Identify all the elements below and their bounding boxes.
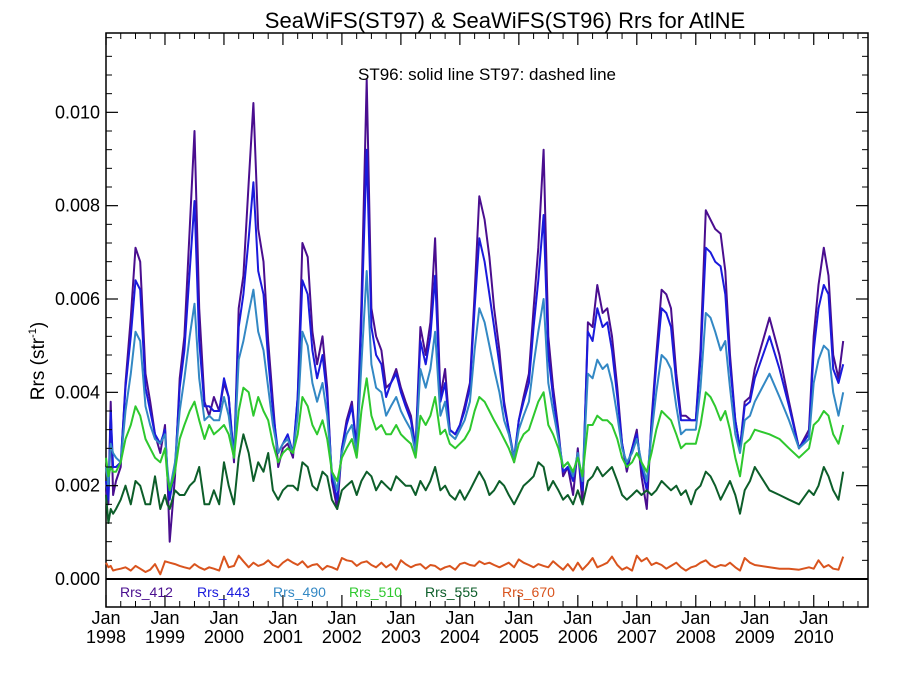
series-line-rrs-443 bbox=[105, 148, 845, 501]
x-tick-month-label: Jan bbox=[209, 608, 238, 628]
x-tick-month-label: Jan bbox=[740, 608, 769, 628]
x-tick-year-label: 2003 bbox=[381, 627, 421, 647]
legend-entry-rrs-510: Rrs_510 bbox=[349, 584, 402, 600]
x-tick-month-label: Jan bbox=[386, 608, 415, 628]
y-tick-label: 0.004 bbox=[55, 382, 100, 402]
line-style-annotation: ST96: solid line ST97: dashed line bbox=[358, 65, 616, 84]
y-tick-label: 0.006 bbox=[55, 289, 100, 309]
x-tick-month-label: Jan bbox=[799, 608, 828, 628]
x-tick-year-label: 2001 bbox=[263, 627, 303, 647]
x-tick-month-label: Jan bbox=[622, 608, 651, 628]
series-line-rrs-555 bbox=[105, 433, 845, 524]
x-tick-year-label: 2008 bbox=[676, 627, 716, 647]
x-tick-month-label: Jan bbox=[327, 608, 356, 628]
y-tick-label: 0.008 bbox=[55, 196, 100, 216]
x-tick-month-label: Jan bbox=[150, 608, 179, 628]
x-tick-month-label: Jan bbox=[268, 608, 297, 628]
x-tick-year-label: 2009 bbox=[735, 627, 775, 647]
x-tick-year-label: 2010 bbox=[794, 627, 834, 647]
chart-title: SeaWiFS(ST97) & SeaWiFS(ST96) Rrs for At… bbox=[265, 8, 745, 33]
series-layer bbox=[105, 78, 845, 576]
y-tick-label: 0.002 bbox=[55, 476, 100, 496]
series-line-rrs-490 bbox=[105, 270, 845, 492]
x-tick-month-label: Jan bbox=[91, 608, 120, 628]
x-tick-month-label: Jan bbox=[563, 608, 592, 628]
x-axis: Jan1998Jan1999Jan2000Jan2001Jan2002Jan20… bbox=[86, 33, 859, 647]
legend-entry-rrs-670: Rrs_670 bbox=[502, 584, 555, 600]
x-tick-year-label: 1998 bbox=[86, 627, 126, 647]
plot-frame bbox=[105, 32, 869, 608]
legend-entry-rrs-490: Rrs_490 bbox=[273, 584, 326, 600]
x-tick-year-label: 2002 bbox=[322, 627, 362, 647]
x-tick-month-label: Jan bbox=[504, 608, 533, 628]
legend-entry-rrs-443: Rrs_443 bbox=[197, 584, 250, 600]
y-axis-label-superscript: -1 bbox=[27, 328, 39, 338]
y-tick-label: 0.000 bbox=[55, 569, 100, 589]
x-tick-year-label: 2005 bbox=[499, 627, 539, 647]
legend-entry-rrs-555: Rrs_555 bbox=[425, 584, 478, 600]
legend-entry-rrs-412: Rrs_412 bbox=[120, 584, 173, 600]
x-tick-year-label: 1999 bbox=[145, 627, 185, 647]
y-axis-label-tail: ) bbox=[28, 322, 49, 328]
x-tick-year-label: 2000 bbox=[204, 627, 244, 647]
y-axis: 0.000 0.002 0.004 0.006 0.008 0.010 bbox=[55, 37, 868, 589]
series-line-rrs-510 bbox=[105, 377, 845, 492]
series-line-rrs-670 bbox=[105, 554, 845, 576]
y-axis-label: Rrs (str-1) bbox=[27, 322, 49, 400]
y-axis-label-main: Rrs (str bbox=[28, 337, 49, 400]
x-tick-month-label: Jan bbox=[445, 608, 474, 628]
x-tick-month-label: Jan bbox=[681, 608, 710, 628]
y-tick-label: 0.010 bbox=[55, 102, 100, 122]
x-tick-year-label: 2006 bbox=[558, 627, 598, 647]
legend: Rrs_412 Rrs_443 Rrs_490 Rrs_510 Rrs_555 Rrs_6… bbox=[120, 584, 555, 600]
x-tick-year-label: 2004 bbox=[440, 627, 480, 647]
x-tick-year-label: 2007 bbox=[617, 627, 657, 647]
